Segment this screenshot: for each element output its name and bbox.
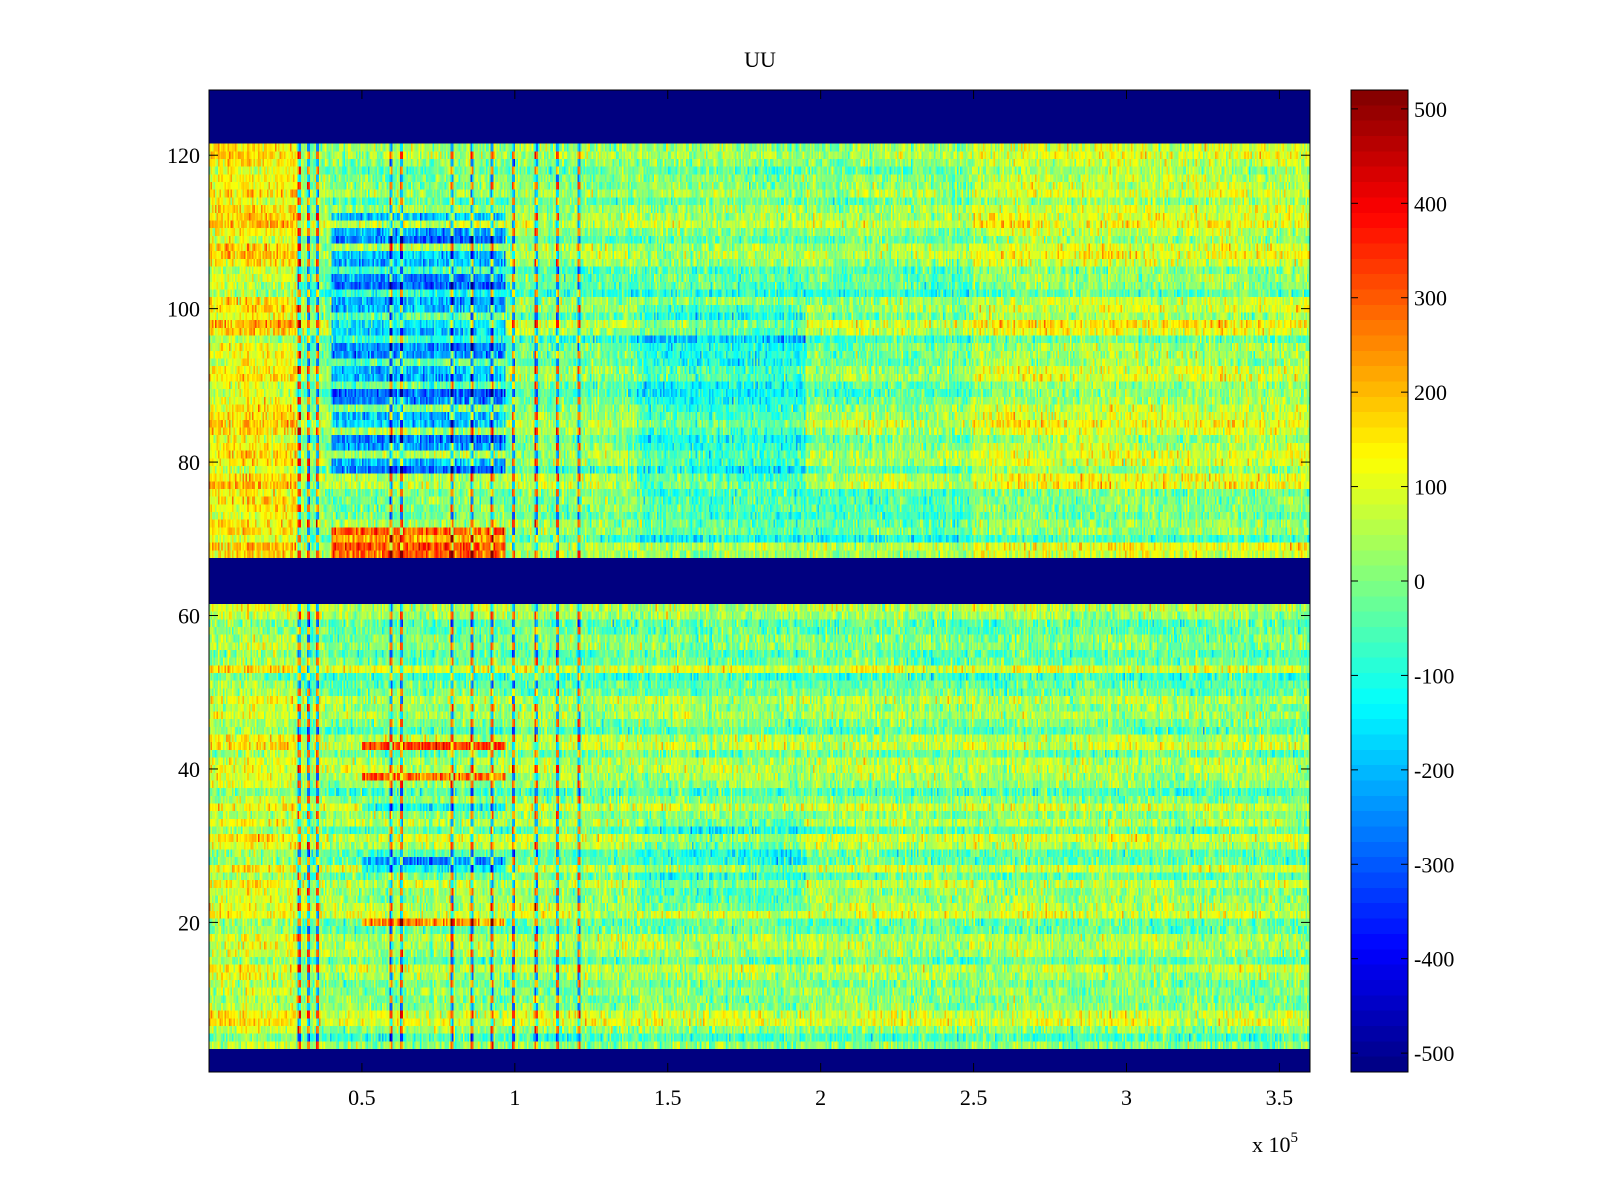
plot-frame <box>208 89 1311 1073</box>
x-tick-label: 3 <box>1121 1085 1132 1110</box>
colorbar-tick-label: -500 <box>1414 1041 1454 1066</box>
colorbar-tick-label: -400 <box>1414 947 1454 972</box>
colorbar-tick-label: -100 <box>1414 663 1454 688</box>
colorbar-gradient <box>1351 90 1408 1072</box>
colorbar-tick-label: 500 <box>1414 97 1447 122</box>
colorbar-ticks: 500 400 300 200 100 0 -100 -200 -300 -400 -500 <box>1351 97 1454 1066</box>
x-exponent-power: 5 <box>1291 1130 1299 1146</box>
y-tick-label: 100 <box>167 297 200 322</box>
y-tick-label: 120 <box>167 143 200 168</box>
svg-text:x 105: x 105 <box>1252 1130 1298 1157</box>
x-tick-label: 3.5 <box>1266 1085 1294 1110</box>
y-tick-label: 40 <box>178 757 200 782</box>
x-tick-label: 0.5 <box>348 1085 376 1110</box>
colorbar-tick-label: 300 <box>1414 286 1447 311</box>
x-exponent-base: x 10 <box>1252 1132 1291 1157</box>
y-tick-label: 80 <box>178 450 200 475</box>
y-tick-label: 60 <box>178 604 200 629</box>
y-tick-label: 20 <box>178 910 200 935</box>
colorbar-tick-label: 400 <box>1414 191 1447 216</box>
colorbar-tick-label: -200 <box>1414 758 1454 783</box>
colorbar-tick-label: 200 <box>1414 380 1447 405</box>
x-tick-label: 2.5 <box>960 1085 988 1110</box>
x-axis-exponent-label: x 105 <box>1252 1130 1298 1157</box>
colorbar <box>1350 89 1409 1073</box>
x-tick-label: 1 <box>509 1085 520 1110</box>
x-tick-label: 2 <box>815 1085 826 1110</box>
plot-area <box>208 89 1311 1073</box>
heatmap-image <box>209 90 1310 1072</box>
colorbar-tick-label: 0 <box>1414 569 1425 594</box>
chart-title: UU <box>744 47 776 72</box>
x-tick-label: 1.5 <box>654 1085 682 1110</box>
x-axis: 0.5 1 1.5 2 2.5 3 3.5 <box>348 90 1293 1110</box>
y-axis: 20 40 60 80 100 120 <box>167 143 1310 935</box>
colorbar-tick-label: 100 <box>1414 475 1447 500</box>
colorbar-tick-label: -300 <box>1414 852 1454 877</box>
